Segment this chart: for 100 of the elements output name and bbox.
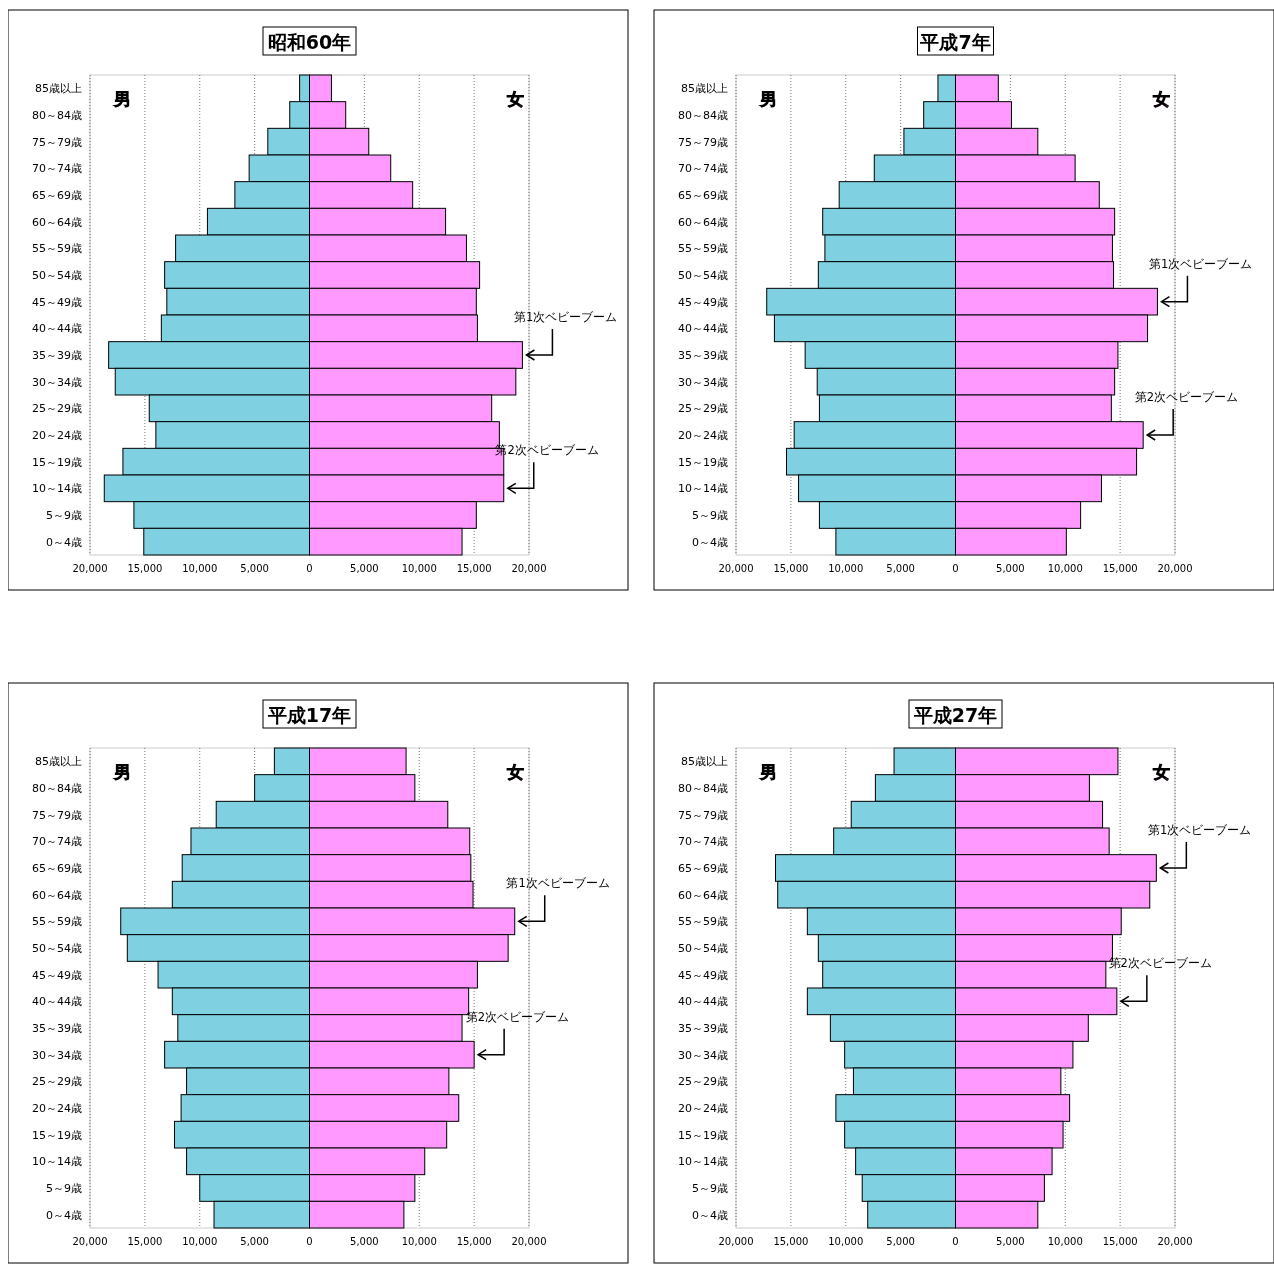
x-tick-label: 10,000: [828, 563, 864, 574]
y-tick-label: 70～74歳: [678, 162, 728, 176]
x-tick-label: 5,000: [350, 563, 379, 574]
y-tick-label: 60～64歳: [32, 888, 82, 902]
y-tick-label: 20～24歳: [32, 429, 82, 442]
y-tick-label: 85歳以上: [681, 82, 728, 96]
x-tick-label: 0: [952, 1236, 959, 1247]
y-tick-label: 25～29歳: [678, 402, 728, 416]
x-tick-label: 20,000: [511, 563, 547, 574]
y-tick-label: 50～54歳: [32, 942, 82, 955]
chart-title: 昭和60年: [267, 31, 352, 53]
x-tick-label: 5,000: [996, 1236, 1025, 1247]
x-tick-label: 0: [306, 1236, 313, 1247]
x-tick-label: 5,000: [886, 1236, 915, 1247]
y-tick-label: 40～44歳: [32, 995, 82, 1009]
y-tick-label: 40～44歳: [678, 995, 728, 1009]
annotation: 第1次ベビーブーム: [1149, 256, 1253, 271]
annotation: 第2次ベビーブーム: [1134, 390, 1239, 404]
y-tick-label: 25～29歳: [32, 1075, 82, 1089]
x-tick-label: 10,000: [401, 1236, 437, 1247]
y-tick-label: 0～4歳: [46, 1208, 82, 1222]
y-tick-label: 30～34歳: [678, 375, 728, 389]
y-tick-label: 80～84歳: [678, 109, 728, 122]
y-tick-label: 75～79歳: [678, 135, 728, 149]
y-tick-label: 75～79歳: [678, 808, 728, 822]
annotation: 第2次ベビーブーム: [1108, 956, 1212, 971]
x-tick-label: 0: [306, 563, 313, 574]
x-tick-label: 15,000: [456, 1236, 492, 1247]
y-tick-label: 60～64歳: [32, 215, 82, 229]
y-tick-label: 70～74歳: [32, 835, 82, 849]
y-tick-label: 65～69歳: [32, 189, 82, 202]
y-tick-label: 5～9歳: [692, 1182, 728, 1195]
y-tick-label: 50～54歳: [32, 269, 82, 282]
text: 女: [1151, 762, 1170, 782]
chart-title: 平成27年: [912, 704, 998, 726]
y-tick-label: 50～54歳: [678, 269, 728, 282]
x-tick-label: 0: [952, 563, 959, 574]
y-tick-label: 10～14歳: [32, 1155, 82, 1169]
annotation: 第1次ベビーブーム: [506, 876, 610, 891]
annotation: 第1次ベビーブーム: [514, 310, 618, 324]
x-tick-label: 10,000: [182, 563, 218, 574]
y-tick-label: 15～19歳: [32, 1128, 82, 1142]
annotation: 第2次ベビーブーム: [465, 1009, 570, 1024]
text: 男: [758, 762, 777, 782]
x-tick-label: 5,000: [886, 563, 915, 574]
y-tick-label: 5～9歳: [692, 509, 728, 522]
y-tick-label: 50～54歳: [678, 942, 728, 955]
y-tick-label: 40～44歳: [32, 322, 82, 336]
x-tick-label: 10,000: [401, 563, 437, 574]
y-tick-label: 10～14歳: [678, 482, 728, 496]
y-tick-label: 80～84歳: [678, 782, 728, 795]
y-tick-label: 5～9歳: [46, 509, 82, 522]
x-tick-label: 20,000: [511, 1236, 547, 1247]
y-tick-label: 35～39歳: [678, 349, 728, 362]
y-tick-label: 20～24歳: [678, 1102, 728, 1115]
x-tick-label: 15,000: [773, 1236, 809, 1247]
y-tick-label: 80～84歳: [32, 109, 82, 122]
y-tick-label: 55～59歳: [32, 915, 82, 929]
y-tick-label: 20～24歳: [32, 1102, 82, 1115]
x-tick-label: 20,000: [72, 563, 108, 574]
x-tick-label: 10,000: [828, 1236, 864, 1247]
x-tick-label: 10,000: [1047, 1236, 1083, 1247]
text: 男: [758, 89, 777, 109]
x-tick-label: 15,000: [1102, 1236, 1138, 1247]
text: 女: [505, 762, 524, 782]
y-tick-label: 0～4歳: [46, 535, 82, 549]
chart-title: 平成17年: [266, 704, 352, 726]
y-tick-label: 0～4歳: [692, 535, 728, 549]
text: 女: [1151, 89, 1170, 109]
chart-title: 平成7年: [919, 31, 991, 53]
y-tick-label: 80～84歳: [32, 782, 82, 795]
x-tick-label: 15,000: [127, 1236, 163, 1247]
y-tick-label: 45～49歳: [32, 968, 82, 982]
y-tick-label: 25～29歳: [678, 1075, 728, 1089]
y-tick-label: 10～14歳: [678, 1155, 728, 1169]
y-tick-label: 15～19歳: [678, 455, 728, 469]
y-tick-label: 20～24歳: [678, 429, 728, 442]
y-tick-label: 65～69歳: [32, 862, 82, 875]
y-tick-label: 85歳以上: [35, 755, 82, 769]
y-tick-label: 0～4歳: [692, 1208, 728, 1222]
y-tick-label: 55～59歳: [678, 915, 728, 929]
y-tick-label: 30～34歳: [32, 1048, 82, 1062]
y-tick-label: 75～79歳: [32, 808, 82, 822]
x-tick-label: 20,000: [1157, 563, 1193, 574]
x-tick-label: 15,000: [127, 563, 163, 574]
y-tick-label: 75～79歳: [32, 135, 82, 149]
y-tick-label: 85歳以上: [681, 755, 728, 769]
y-tick-label: 35～39歳: [32, 349, 82, 362]
x-tick-label: 10,000: [1047, 563, 1083, 574]
y-tick-label: 65～69歳: [678, 189, 728, 202]
y-tick-label: 45～49歳: [678, 295, 728, 309]
x-tick-label: 20,000: [1157, 1236, 1193, 1247]
x-tick-label: 15,000: [1102, 563, 1138, 574]
y-tick-label: 60～64歳: [678, 215, 728, 229]
x-tick-label: 15,000: [773, 563, 809, 574]
annotation: 第1次ベビーブーム: [1148, 823, 1252, 837]
y-tick-label: 40～44歳: [678, 322, 728, 336]
y-tick-label: 15～19歳: [678, 1128, 728, 1142]
x-tick-label: 20,000: [72, 1236, 108, 1247]
x-tick-label: 20,000: [718, 1236, 754, 1247]
